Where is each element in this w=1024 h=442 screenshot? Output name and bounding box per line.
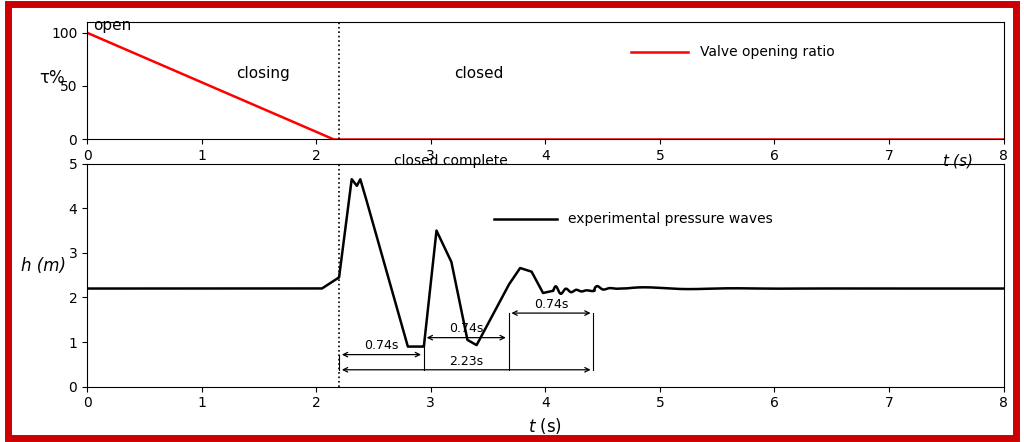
Text: 0.74s: 0.74s — [534, 298, 568, 311]
Text: closed complete: closed complete — [393, 154, 508, 168]
Y-axis label: τ%: τ% — [39, 69, 66, 87]
Text: open: open — [93, 18, 131, 33]
Text: experimental pressure waves: experimental pressure waves — [568, 212, 773, 226]
Text: $t$ (s): $t$ (s) — [942, 152, 973, 170]
Text: closed: closed — [454, 66, 503, 81]
Text: 2.23s: 2.23s — [450, 354, 483, 368]
Text: closing: closing — [236, 66, 290, 81]
Y-axis label: h (m): h (m) — [20, 257, 66, 275]
X-axis label: $t$ (s): $t$ (s) — [528, 416, 562, 436]
Text: Valve opening ratio: Valve opening ratio — [700, 45, 835, 59]
Text: 0.74s: 0.74s — [450, 322, 483, 335]
Text: 0.74s: 0.74s — [365, 339, 398, 352]
